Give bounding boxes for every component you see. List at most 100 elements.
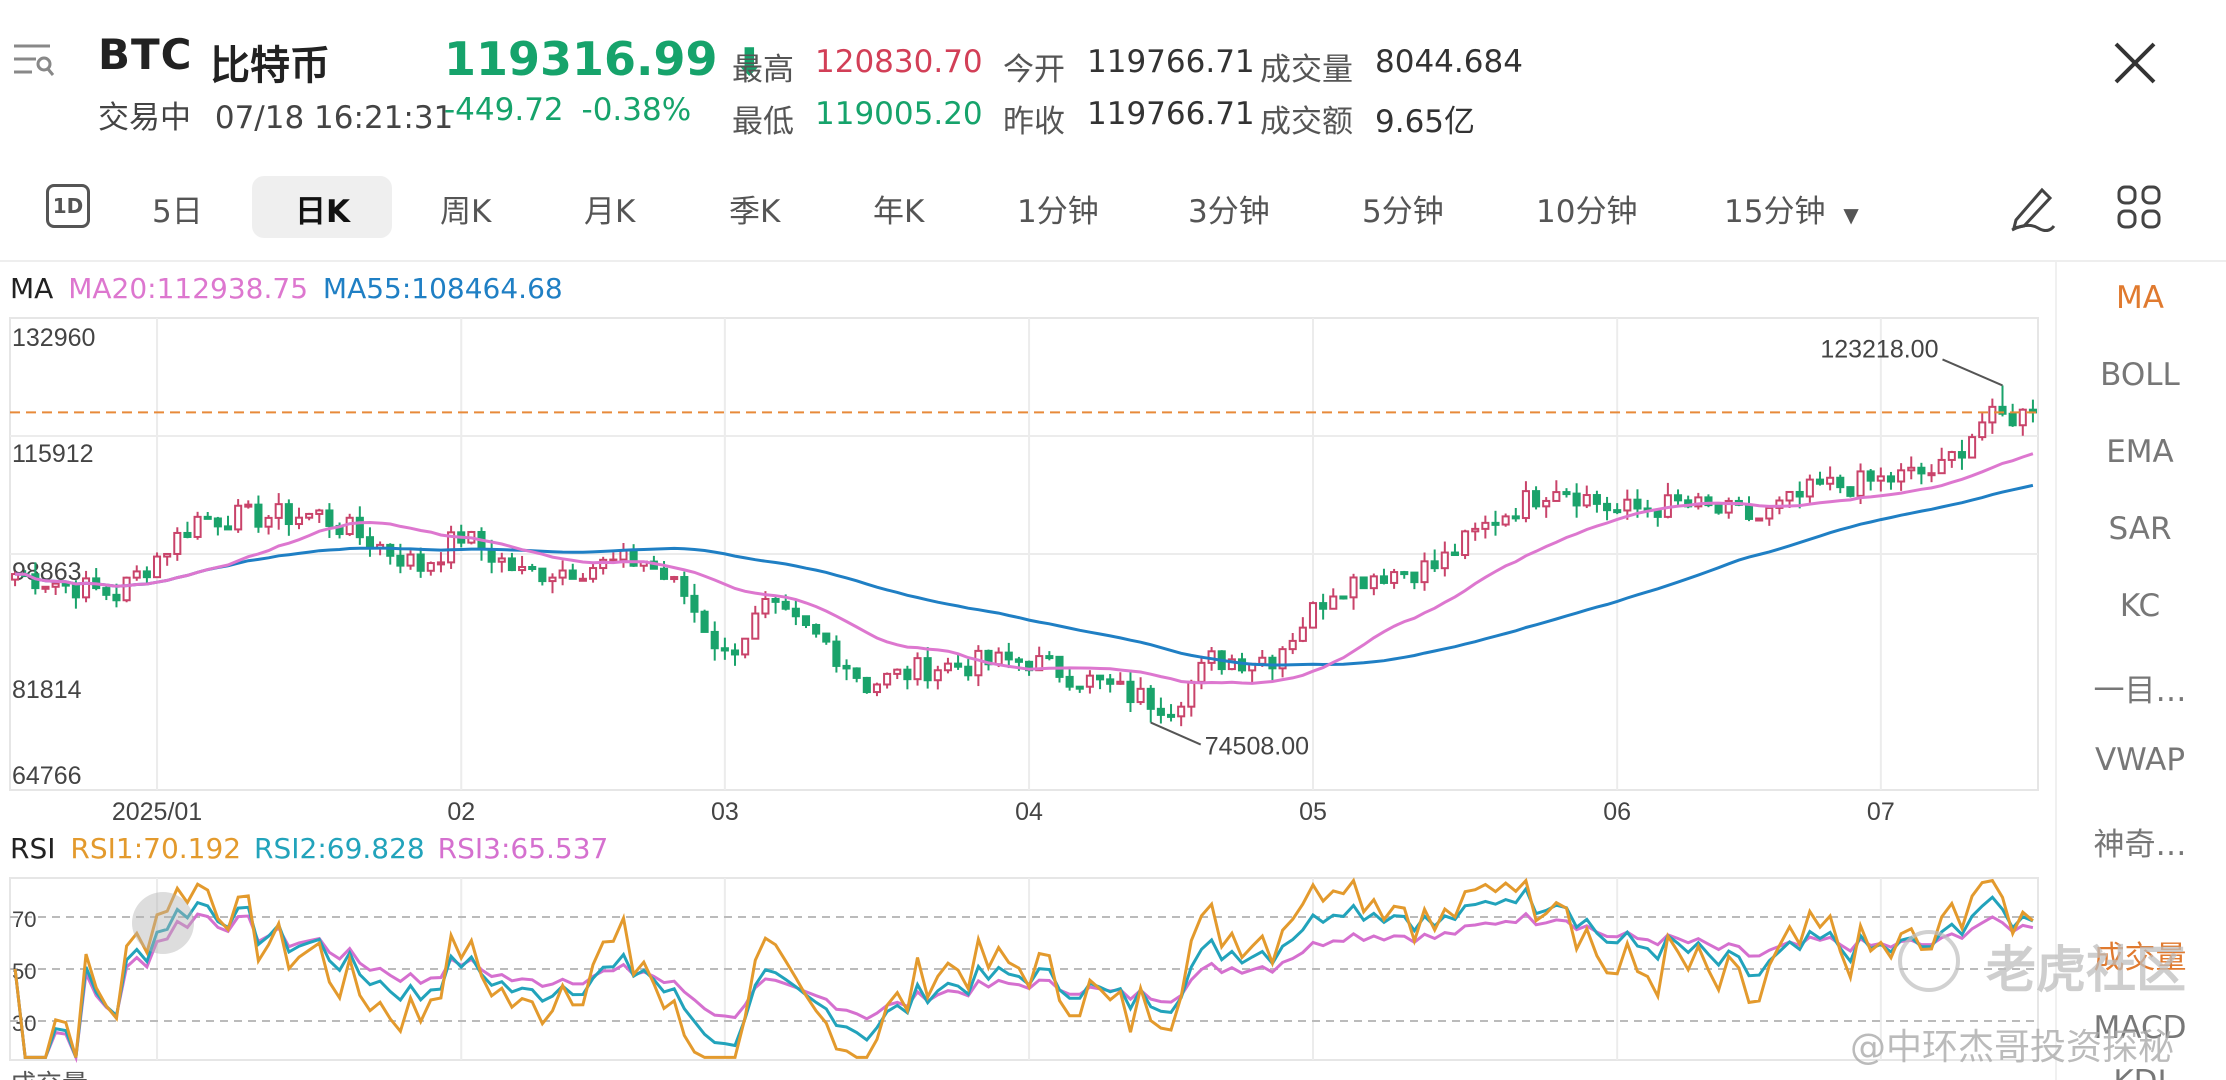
prev-close-value: 119766.71 [1087,96,1255,132]
candle-body [589,567,598,580]
indicator-sar[interactable]: SAR [2108,511,2172,547]
candle-body [294,516,304,526]
ma55-label: MA55:108464.68 [322,272,563,305]
candle-body [1166,713,1176,718]
candle-body [771,597,780,603]
candle-body [832,640,841,667]
indicator-ema[interactable]: EMA [2106,434,2174,470]
draw-pen-icon[interactable] [2008,180,2058,233]
indicator-panel [2055,262,2226,1080]
candle-body [1430,560,1439,570]
candle-body [761,597,770,615]
indicator-vwap[interactable]: VWAP [2094,742,2186,778]
indicator-ma[interactable]: MA [2116,280,2164,316]
grid-layout-icon[interactable] [2116,184,2162,230]
price-value: 119316.99 [444,32,718,86]
tab-1min[interactable]: 1分钟 [1017,194,1099,230]
asset-name: 比特币 [210,43,330,89]
indicator-volume[interactable]: 成交量 [2093,940,2187,976]
turnover-label: 成交额 [1260,104,1353,140]
candle-body [1886,475,1896,483]
menu-icon[interactable] [10,40,56,80]
candle-body [1592,494,1601,505]
indicator-boll[interactable]: BOLL [2100,357,2180,393]
tab-weekly-k[interactable]: 周K [440,194,492,230]
tab-5day[interactable]: 5日 [152,194,203,230]
close-icon[interactable] [2112,40,2158,86]
low-value: 119005.20 [815,96,983,132]
tab-15min[interactable]: 15分钟 ▼ [1724,186,1859,231]
symbol: BTC [98,30,193,79]
candle-body [1349,576,1358,599]
candle-body [1988,405,1997,424]
high-value: 120830.70 [815,44,983,80]
candle-body [1805,478,1814,498]
candle-body [1471,527,1480,533]
tab-quarterly-k[interactable]: 季K [729,194,781,230]
candle-body [1603,502,1612,512]
indicator-magic[interactable]: 神奇… [2093,827,2187,863]
candle-body [1308,602,1318,629]
tab-monthly-k[interactable]: 月K [584,194,636,230]
volume-value: 8044.684 [1375,44,1523,80]
candle-body [670,576,679,581]
candle-body [1278,648,1287,670]
candle-body [1755,517,1764,522]
candle-body [102,587,111,596]
candle-body [112,593,121,602]
tab-yearly-k[interactable]: 年K [873,194,925,230]
status-text: 交易中 [98,100,191,136]
tab-5min[interactable]: 5分钟 [1362,194,1444,230]
candle-body [447,531,456,564]
candle-body [1096,674,1105,681]
candle-body [1359,576,1368,590]
candle-body [1978,421,1987,439]
candle-body [781,600,790,610]
candle-body [1227,658,1236,671]
candle-body [822,632,831,643]
candle-body [41,585,50,590]
candle-body [315,509,324,515]
candle-body [852,667,861,679]
period-1d-icon[interactable]: 1D [46,184,90,228]
change-percent: -0.38% [581,92,692,128]
candle-body [325,509,334,527]
candle-body [142,570,151,579]
watermark-brand: 老虎社区 [1986,941,2186,999]
candle-body [883,672,892,686]
indicator-kdj[interactable]: KDJ [2060,1064,2220,1080]
high-label: 最高 [732,52,794,88]
candle-body [923,657,932,682]
candle-body [305,512,314,519]
y-tick-label: 115912 [12,440,94,468]
tab-10min[interactable]: 10分钟 [1536,194,1638,230]
volume-label: 成交量 [1260,52,1353,88]
ma-legend: MA MA20:112938.75 MA55:108464.68 [10,272,563,305]
open-value: 119766.71 [1087,44,1255,80]
candle-body [751,612,760,640]
low-label: 最低 [732,104,794,140]
crosshair-cursor[interactable] [132,892,194,954]
indicator-macd[interactable]: MACD [2093,1010,2187,1046]
indicator-kc[interactable]: KC [2119,588,2161,624]
candle-body [994,651,1003,666]
candle-body [1085,674,1094,688]
y-tick-label: 81814 [12,676,82,704]
candle-body [1065,675,1074,688]
candle-body [710,630,719,650]
candle-body [1572,492,1581,507]
candle-body [365,536,375,549]
candle-body [1126,680,1135,704]
candle-body [487,548,496,563]
indicator-ichimoku[interactable]: 一目… [2093,673,2187,709]
tab-daily-k[interactable]: 日K [295,194,351,230]
candle-body [122,576,131,602]
tab-3min[interactable]: 3分钟 [1188,194,1270,230]
ma55-line [15,483,2034,667]
candle-body [345,516,354,536]
candle-body [71,583,80,599]
candle-body [872,683,882,694]
candle-body [1146,687,1155,710]
arrow-down-icon: ⬇ [733,40,766,84]
